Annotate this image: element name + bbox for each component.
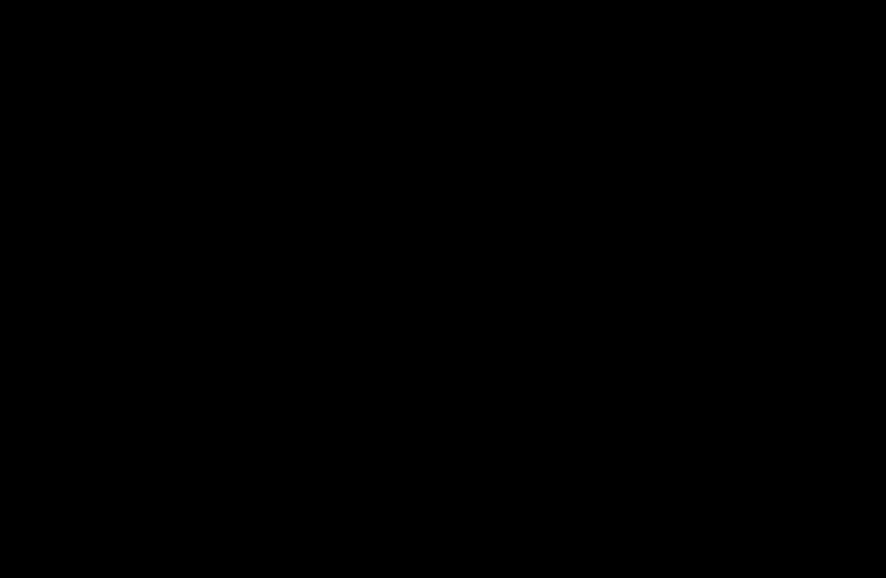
bond <box>332 174 422 234</box>
bond <box>757 494 847 554</box>
atom-label-O3: O− <box>622 352 679 417</box>
bond <box>328 486 418 546</box>
bond <box>120 490 225 550</box>
bond <box>37 493 122 546</box>
bond <box>545 490 650 550</box>
bond <box>225 170 330 230</box>
bond <box>37 171 122 226</box>
atom-label-O1: O− <box>197 32 254 97</box>
bond <box>650 490 755 550</box>
bond <box>328 166 418 226</box>
molecule-diagram: O− Al3+ O− O− <box>0 0 886 578</box>
atom-label-Al: Al3+ <box>461 122 540 187</box>
atom-label-O2: O− <box>197 352 254 417</box>
bond <box>120 170 225 230</box>
bond <box>332 494 422 554</box>
bond <box>33 179 118 234</box>
bond <box>753 486 843 546</box>
bond <box>225 490 330 550</box>
bond <box>462 493 547 546</box>
bond <box>33 501 118 554</box>
bond <box>458 501 543 554</box>
